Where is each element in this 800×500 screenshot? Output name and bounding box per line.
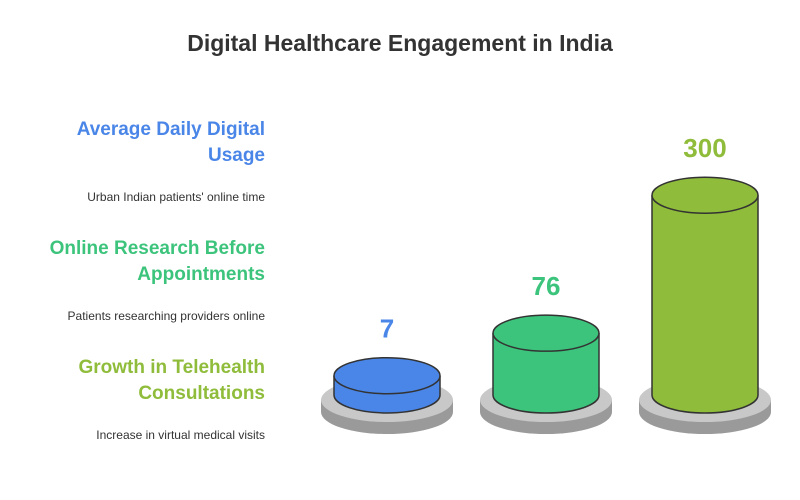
cylinder	[493, 333, 599, 413]
category-label: Average Daily Digital Usage	[76, 119, 265, 166]
value-label: 7	[380, 314, 394, 344]
cylinder	[652, 195, 758, 413]
category-description: Patients researching providers online	[67, 309, 265, 323]
category-description: Increase in virtual medical visits	[96, 428, 265, 442]
category-description: Urban Indian patients' online time	[87, 190, 265, 204]
cylinder-edge	[492, 333, 600, 414]
value-label: 300	[683, 133, 726, 163]
cylinder-top	[651, 176, 759, 214]
category-label: Online Research Before Appointments	[49, 238, 265, 285]
chart-title: Digital Healthcare Engagement in India	[187, 30, 613, 56]
value-label: 76	[532, 271, 561, 301]
category-label: Growth in Telehealth Consultations	[78, 357, 266, 404]
cylinder-top	[492, 314, 600, 352]
cylinder-top	[333, 356, 441, 395]
cylinder-edge	[333, 375, 441, 414]
cylinder-edge	[651, 195, 759, 414]
